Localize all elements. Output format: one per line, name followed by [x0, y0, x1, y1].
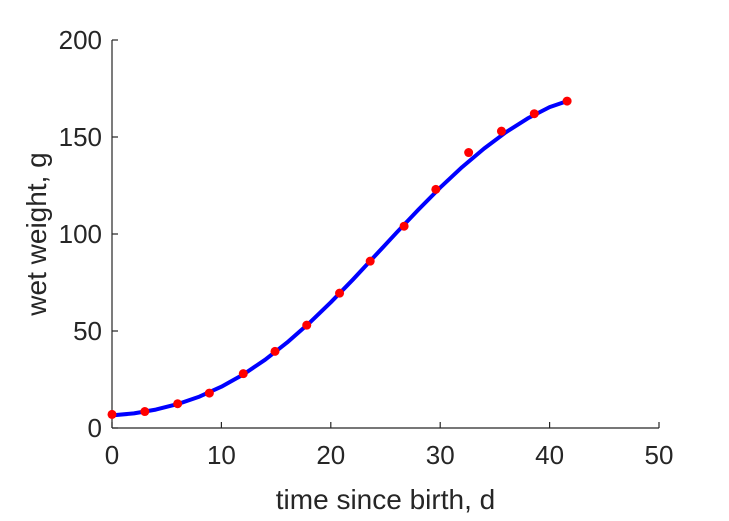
x-tick-label: 40 — [535, 440, 564, 470]
y-tick-label: 50 — [73, 316, 102, 346]
data-point — [270, 346, 280, 356]
y-tick-label: 0 — [88, 413, 102, 443]
x-tick-label: 10 — [207, 440, 236, 470]
data-point — [107, 409, 117, 419]
data-point — [399, 221, 409, 231]
data-point — [204, 388, 214, 398]
x-ticks: 0 10 20 30 40 50 — [105, 422, 674, 470]
fit-curve-line — [110, 99, 570, 418]
data-point — [529, 109, 539, 119]
data-point — [562, 96, 572, 106]
y-tick-label: 100 — [59, 219, 102, 249]
data-point — [302, 320, 312, 330]
x-tick-label: 30 — [426, 440, 455, 470]
y-tick-label: 200 — [59, 25, 102, 55]
data-point — [335, 288, 345, 298]
data-point — [140, 407, 150, 417]
y-ticks: 0 50 100 150 200 — [59, 25, 118, 443]
x-tick-label: 20 — [316, 440, 345, 470]
data-point — [173, 399, 183, 409]
data-point — [464, 148, 474, 158]
data-point — [431, 184, 441, 194]
data-point — [496, 126, 506, 136]
axes — [111, 40, 659, 429]
fitted-curves — [110, 99, 570, 418]
y-axis-label: wet weight, g — [21, 152, 52, 316]
data-point — [238, 369, 248, 379]
x-axis-label: time since birth, d — [276, 484, 495, 515]
x-tick-label: 50 — [645, 440, 674, 470]
x-tick-label: 0 — [105, 440, 119, 470]
y-tick-label: 150 — [59, 122, 102, 152]
data-points — [107, 96, 572, 419]
data-point — [365, 256, 375, 266]
